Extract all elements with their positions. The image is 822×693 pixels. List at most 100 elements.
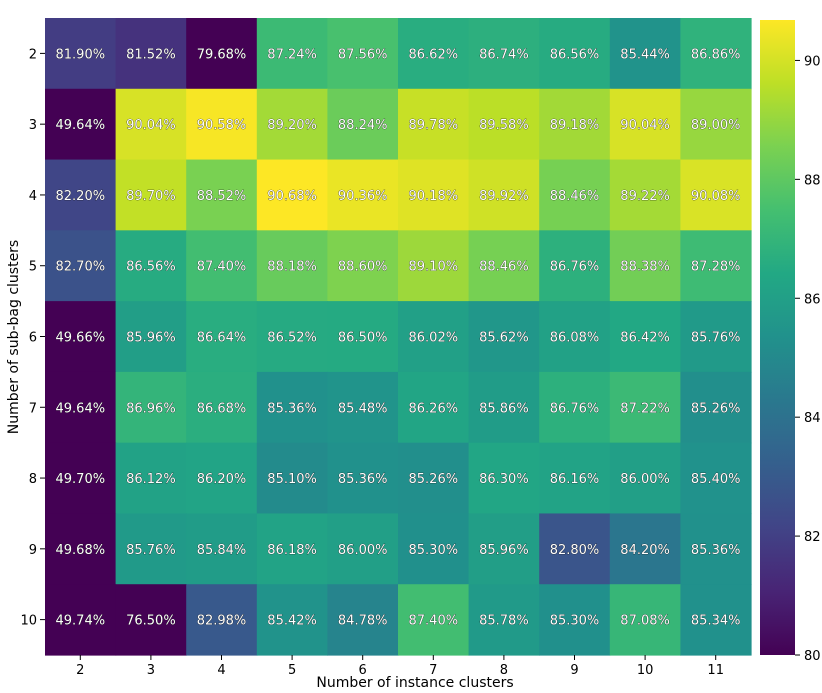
colorbar-tick-label: 82 — [804, 530, 821, 545]
cell-value-label: 86.56% — [550, 47, 600, 62]
cell-value-label: 86.76% — [550, 401, 600, 416]
heatmap-cell — [609, 584, 681, 656]
cell-value-label: 87.40% — [197, 260, 247, 275]
heatmap-cell — [468, 584, 540, 656]
heatmap-cell — [468, 301, 540, 373]
cell-value-label: 85.26% — [691, 401, 741, 416]
colorbar-tick-label: 84 — [804, 411, 821, 426]
colorbar-tick-label: 86 — [804, 292, 821, 307]
heatmap-cell — [186, 88, 258, 161]
cell-value-label: 85.96% — [126, 331, 176, 346]
cell-value-label: 87.24% — [267, 47, 317, 62]
cell-value-label: 86.86% — [691, 47, 741, 62]
heatmap-cell — [398, 88, 470, 161]
cell-value-label: 85.34% — [691, 614, 741, 629]
cell-value-label: 87.28% — [691, 260, 741, 275]
y-axis-ticks: 2 3 4 5 6 7 8 9 10 — [20, 47, 45, 629]
heatmap-cell — [115, 442, 187, 515]
cell-value-label: 89.20% — [267, 118, 317, 133]
heatmap-cell — [45, 371, 117, 444]
cell-value-label: 88.24% — [338, 118, 388, 133]
heatmap-cell — [539, 18, 611, 90]
heatmap-cell — [398, 442, 470, 515]
heatmap-cell — [186, 513, 258, 585]
cell-value-label: 89.10% — [409, 260, 459, 275]
cell-value-label: 90.58% — [197, 118, 247, 133]
cell-value-label: 89.78% — [409, 118, 459, 133]
y-tick-label: 2 — [29, 47, 37, 62]
heatmap-cell — [327, 159, 399, 231]
heatmap-cell — [115, 159, 187, 231]
heatmap-cell — [680, 230, 752, 302]
cell-value-label: 86.00% — [620, 472, 670, 487]
heatmap-cell — [539, 442, 611, 515]
cell-value-label: 86.12% — [126, 472, 176, 487]
cell-value-label: 89.92% — [479, 189, 529, 204]
cell-value-label: 86.64% — [197, 331, 247, 346]
cell-value-label: 90.68% — [267, 189, 317, 204]
heatmap-cell — [327, 513, 399, 585]
y-tick-label: 4 — [29, 189, 37, 204]
x-tick-label: 8 — [500, 663, 508, 678]
y-tick-label: 9 — [29, 543, 37, 558]
cell-value-label: 85.76% — [126, 543, 176, 558]
cell-value-label: 90.04% — [620, 118, 670, 133]
cell-value-label: 86.00% — [338, 543, 388, 558]
cell-value-label: 84.78% — [338, 614, 388, 629]
heatmap-cell — [539, 88, 611, 161]
cell-value-label: 85.30% — [550, 614, 600, 629]
cell-value-label: 85.96% — [479, 543, 529, 558]
x-tick-label: 6 — [359, 663, 367, 678]
x-axis-ticks: 2 3 4 5 6 7 8 9 10 11 — [76, 655, 724, 678]
heatmap-cell-labels: 81.90% 81.52% 79.68% 87.24% 87.56% 86.62% 86.7… — [55, 47, 741, 629]
heatmap-cell — [609, 159, 681, 231]
heatmap-cell — [539, 513, 611, 585]
cell-value-label: 82.70% — [56, 260, 106, 275]
cell-value-label: 87.56% — [338, 47, 388, 62]
x-tick-label: 9 — [570, 663, 578, 678]
heatmap-cell — [680, 584, 752, 656]
heatmap-cell — [327, 371, 399, 444]
cell-value-label: 87.22% — [620, 401, 670, 416]
heatmap-cell — [45, 442, 117, 515]
y-tick-label: 3 — [29, 118, 37, 133]
colorbar-tick-label: 88 — [804, 173, 821, 188]
heatmap-cell — [115, 371, 187, 444]
heatmap-cell — [680, 513, 752, 585]
heatmap-cell — [115, 584, 187, 656]
x-axis-label: Number of instance clusters — [316, 675, 513, 691]
cell-value-label: 49.66% — [56, 331, 106, 346]
cell-value-label: 86.18% — [267, 543, 317, 558]
heatmap-cell — [539, 584, 611, 656]
x-tick-label: 2 — [76, 663, 84, 678]
y-tick-label: 8 — [29, 472, 37, 487]
cell-value-label: 86.20% — [197, 472, 247, 487]
x-tick-label: 7 — [429, 663, 437, 678]
heatmap-cell — [327, 88, 399, 161]
cell-value-label: 90.18% — [409, 189, 459, 204]
heatmap-cell — [468, 371, 540, 444]
heatmap-cell — [539, 301, 611, 373]
heatmap-cell — [398, 371, 470, 444]
cell-value-label: 86.30% — [479, 472, 529, 487]
cell-value-label: 90.36% — [338, 189, 388, 204]
heatmap-cell — [609, 18, 681, 90]
cell-value-label: 90.08% — [691, 189, 741, 204]
heatmap-cell — [186, 230, 258, 302]
cell-value-label: 85.62% — [479, 331, 529, 346]
cell-value-label: 49.64% — [56, 401, 106, 416]
colorbar: 80 82 84 86 88 90 — [760, 20, 821, 664]
heatmap-cell — [398, 584, 470, 656]
heatmap-cell — [256, 301, 328, 373]
cell-value-label: 85.10% — [267, 472, 317, 487]
heatmap-cell — [45, 159, 117, 231]
cell-value-label: 85.30% — [409, 543, 459, 558]
cell-value-label: 49.68% — [56, 543, 106, 558]
heatmap-cell — [609, 513, 681, 585]
heatmap-cell — [186, 18, 258, 90]
cell-value-label: 49.64% — [56, 118, 106, 133]
cell-value-label: 89.58% — [479, 118, 529, 133]
heatmap-cell — [115, 230, 187, 302]
cell-value-label: 85.76% — [691, 331, 741, 346]
heatmap-cell — [256, 159, 328, 231]
